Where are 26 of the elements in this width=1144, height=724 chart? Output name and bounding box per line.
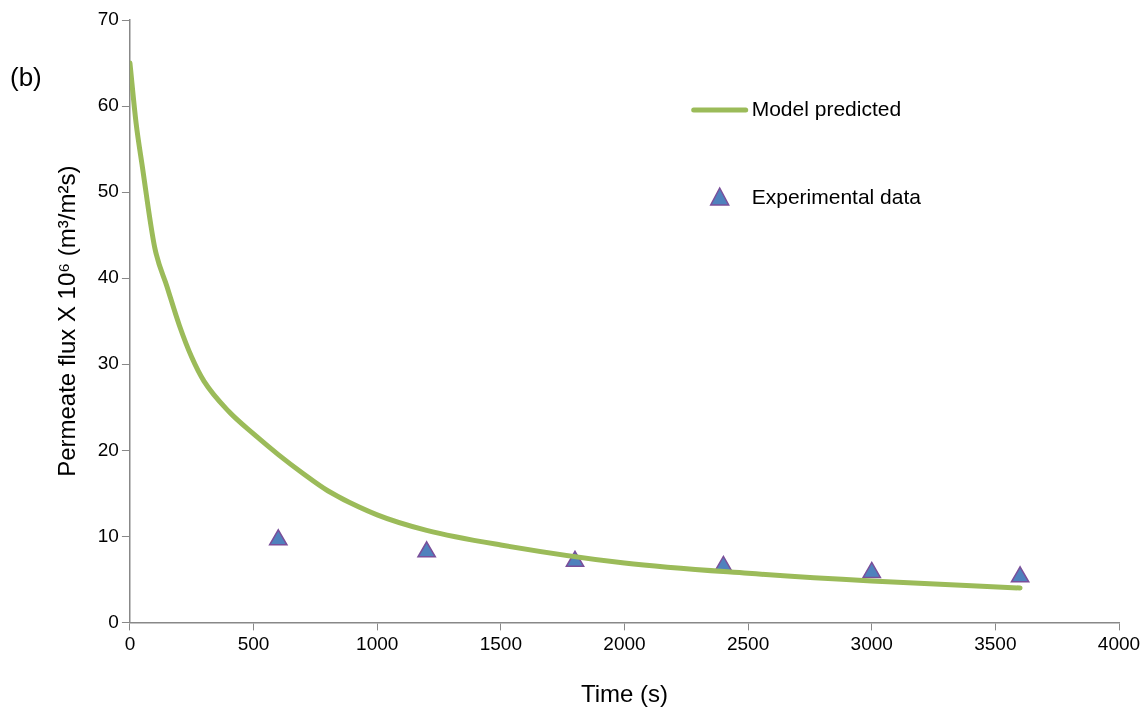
x-tick-label: 2500 xyxy=(726,633,770,655)
point xyxy=(862,561,882,579)
y-tick-label: 30 xyxy=(97,352,119,374)
y-axis-title: Permeate flux X 10⁶ (m³/m²s) xyxy=(53,165,81,477)
x-tick-label: 4000 xyxy=(1097,633,1141,655)
point xyxy=(268,529,288,546)
x-tick-label: 500 xyxy=(237,633,270,655)
x-tick-label: 3500 xyxy=(974,633,1017,655)
x-tick-label: 1000 xyxy=(356,633,399,655)
legend-label: Model predicted xyxy=(751,96,902,120)
point xyxy=(417,541,437,558)
x-axis-title: Time (s) xyxy=(580,680,669,708)
y-tick-label: 50 xyxy=(97,180,119,202)
legend-label: Experimental data xyxy=(751,184,922,208)
y-tick-label: 0 xyxy=(108,610,119,632)
x-tick-label: 0 xyxy=(124,633,136,655)
y-tick-label: 10 xyxy=(97,524,119,546)
x-tick-label: 1500 xyxy=(479,633,522,655)
x-tick-label: 2000 xyxy=(603,633,646,655)
x-tick-label: 3000 xyxy=(850,633,893,655)
y-tick-label: 60 xyxy=(97,94,119,116)
point xyxy=(1010,566,1030,583)
y-tick-label: 20 xyxy=(97,438,119,460)
y-tick-label: 70 xyxy=(97,8,119,30)
y-tick-label: 40 xyxy=(97,266,119,288)
text: (b) xyxy=(10,62,42,93)
